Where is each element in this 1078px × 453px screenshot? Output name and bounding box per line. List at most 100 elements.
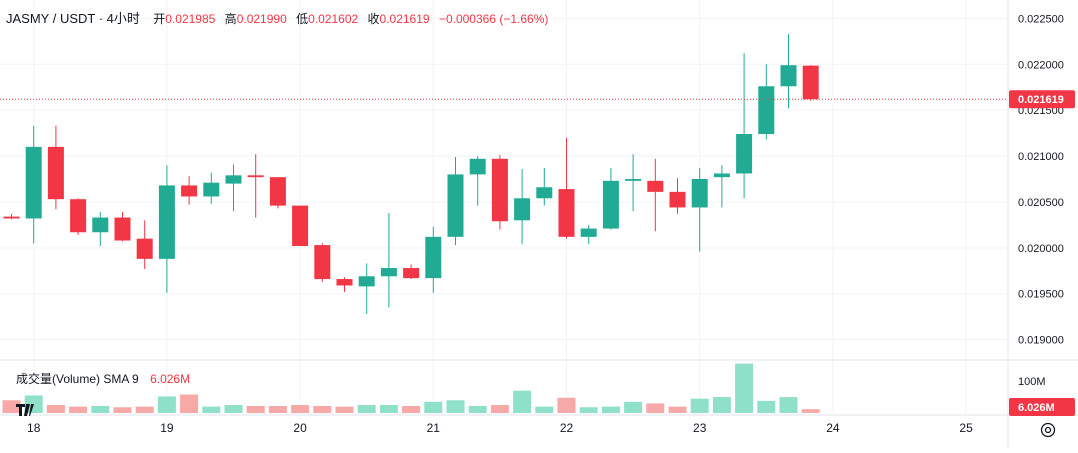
volume-legend[interactable]: 成交量(Volume) SMA 9 6.026M (16, 370, 190, 387)
candle-body (247, 175, 264, 178)
axis-badges: 0.021619 6.026M (1009, 90, 1075, 416)
candle-body (447, 174, 464, 237)
volume-bar (601, 406, 620, 413)
volume-bar (379, 405, 398, 413)
volume-bar (180, 394, 199, 413)
high-value: 0.021990 (236, 12, 287, 26)
tradingview-logo-icon[interactable] (14, 400, 40, 420)
volume-bar (779, 397, 798, 413)
candle-body (181, 185, 198, 197)
volume-bar (490, 405, 509, 413)
candle-body (558, 189, 575, 237)
time-tick-label: 25 (959, 421, 973, 435)
candle-body (647, 180, 664, 192)
interval-label[interactable]: 4小时 (106, 11, 140, 26)
candle-body (780, 65, 797, 87)
volume-bar (801, 409, 820, 413)
time-tick-label: 18 (27, 421, 41, 435)
candle-body (47, 146, 64, 200)
volume-indicator: SMA 9 (103, 372, 139, 386)
open-value: 0.021985 (165, 12, 216, 26)
candle-body (713, 173, 730, 178)
volume-bar (268, 405, 287, 413)
high-label: 高 (224, 12, 237, 26)
volume-bar (224, 405, 243, 413)
candle-body (269, 177, 286, 206)
time-tick-label: 22 (560, 421, 574, 435)
low-value: 0.021602 (308, 12, 359, 26)
time-tick-label: 21 (427, 421, 441, 435)
candle-body (491, 158, 508, 222)
candle-body (336, 279, 353, 286)
candle-body (225, 175, 242, 184)
time-tick-label: 20 (293, 421, 307, 435)
volume-value: 6.026M (150, 372, 191, 386)
volume-bar (668, 406, 687, 413)
volume-bar (91, 405, 110, 413)
candle-body (469, 158, 486, 175)
low-label: 低 (296, 12, 309, 26)
chart-settings-icon[interactable] (1039, 421, 1057, 439)
change-value: −0.000366 (−1.66%) (438, 12, 549, 26)
time-tick-label: 19 (160, 421, 174, 435)
volume-bar (2, 400, 21, 413)
candle-body (758, 86, 775, 135)
volume-bar (557, 397, 576, 413)
volume-bar (135, 406, 154, 413)
candle-body (625, 179, 642, 181)
volume-bar (313, 405, 332, 413)
candle-body (92, 217, 109, 233)
volume-bar (357, 405, 376, 413)
volume-bar (757, 400, 776, 413)
volume-bar (402, 405, 421, 413)
candles (3, 33, 819, 314)
price-tick-label: 0.020000 (1018, 243, 1064, 255)
candle-body (114, 217, 131, 241)
volume-bar (46, 405, 65, 413)
candle-body (580, 228, 597, 237)
price-tick-label: 0.022500 (1018, 13, 1064, 25)
candle-body (203, 182, 220, 197)
price-tick-label: 0.021000 (1018, 151, 1064, 163)
volume-bar (624, 401, 643, 413)
candle-body (314, 245, 331, 280)
price-axis[interactable]: 0.019000 0.019500 0.020000 0.020500 0.021000… (1018, 13, 1064, 388)
candle-body (70, 199, 87, 233)
candle-body (25, 146, 42, 219)
volume-bar (579, 407, 598, 413)
volume-badge-text: 6.026M (1018, 402, 1055, 414)
candle-body (3, 216, 20, 219)
time-tick-label: 24 (826, 421, 840, 435)
symbol-name[interactable]: JASMY / USDT (6, 11, 96, 26)
candle-body (425, 236, 442, 279)
time-tick-label: 23 (693, 421, 707, 435)
volume-badge (1009, 398, 1075, 416)
volume-bar (735, 363, 754, 413)
price-tick-label: 0.022000 (1018, 59, 1064, 71)
volume-bar (646, 403, 665, 413)
volume-bar (468, 405, 487, 413)
candle-body (602, 180, 619, 229)
candle-body (736, 134, 753, 174)
legend-separator: · (95, 11, 107, 26)
time-axis[interactable]: 18 19 20 21 22 23 24 25 (27, 421, 973, 435)
price-tick-label: 0.019000 (1018, 335, 1064, 347)
volume-bars (2, 363, 820, 413)
volume-bar (202, 406, 221, 413)
candle-body (403, 268, 420, 279)
volume-title: 成交量(Volume) (16, 372, 101, 386)
symbol-legend: JASMY / USDT · 4小时 开0.021985 高0.021990 低… (6, 8, 548, 27)
close-value: 0.021619 (379, 12, 430, 26)
candle-body (380, 268, 397, 277)
volume-tick-label: 100M (1018, 376, 1046, 388)
volume-bar (535, 406, 554, 413)
volume-bar (712, 397, 731, 413)
volume-bar (446, 400, 465, 413)
volume-bar (157, 396, 176, 413)
last-price-badge-text: 0.021619 (1018, 94, 1064, 106)
volume-bar (513, 390, 532, 413)
candle-body (669, 191, 686, 208)
volume-bar (69, 406, 88, 413)
